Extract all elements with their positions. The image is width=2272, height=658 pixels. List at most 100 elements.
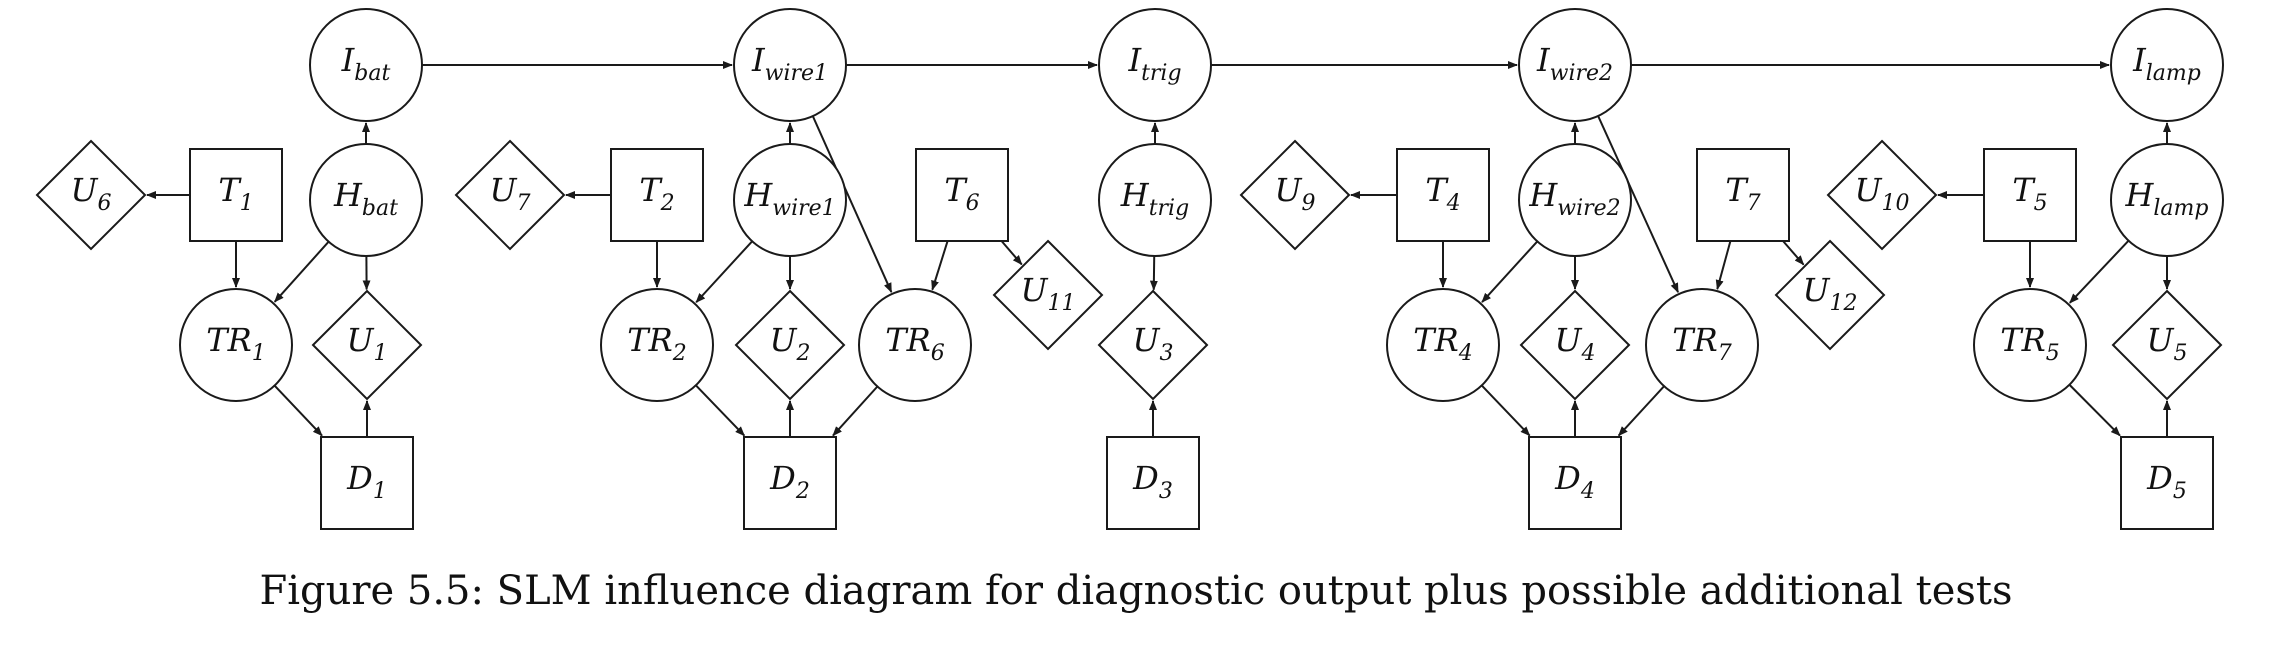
node-tr2: TR2 <box>600 288 714 402</box>
node-d4: D4 <box>1528 436 1622 530</box>
label-subscript: 7 <box>516 191 530 216</box>
label-main: T <box>1425 171 1449 209</box>
node-label: D1 <box>346 459 387 504</box>
label-subscript: wire1 <box>772 196 835 221</box>
edge-t6-to-u11 <box>1000 240 1023 266</box>
label-subscript: wire1 <box>765 61 828 86</box>
label-subscript: 11 <box>1047 291 1075 316</box>
node-label: Ilamp <box>2132 41 2201 86</box>
label-main: U <box>1275 171 1303 209</box>
node-t7: T7 <box>1696 148 1790 242</box>
node-label: TR2 <box>627 321 686 366</box>
label-main: H <box>2124 176 2154 214</box>
label-main: I <box>1536 41 1551 79</box>
node-i-wire2: Iwire2 <box>1518 8 1632 122</box>
circle-shape <box>733 8 847 122</box>
label-subscript: 7 <box>1747 191 1761 216</box>
label-subscript: 10 <box>1881 191 1909 216</box>
label-main: TR <box>2000 321 2045 359</box>
node-label: U11 <box>1021 271 1076 316</box>
node-u7: U7 <box>454 139 566 251</box>
label-subscript: 6 <box>931 341 945 366</box>
label-main: U <box>1803 271 1831 309</box>
node-label: U1 <box>347 321 388 366</box>
label-subscript: 5 <box>2034 191 2048 216</box>
label-subscript: 5 <box>2173 479 2187 504</box>
label-main: U <box>347 321 375 359</box>
label-subscript: 2 <box>660 191 675 216</box>
circle-shape <box>309 8 423 122</box>
node-label: Iwire2 <box>1536 41 1613 86</box>
label-main: H <box>333 176 363 214</box>
label-subscript: 5 <box>2173 341 2187 366</box>
label-main: U <box>770 321 798 359</box>
label-main: H <box>1120 176 1150 214</box>
label-main: I <box>2132 41 2147 79</box>
label-subscript: 3 <box>1159 479 1173 504</box>
node-t2: T2 <box>610 148 704 242</box>
label-subscript: 6 <box>966 191 980 216</box>
node-label: D3 <box>1132 459 1173 504</box>
label-subscript: trig <box>1141 61 1181 86</box>
edge-h_bat-to-tr1 <box>273 241 330 303</box>
label-subscript: 1 <box>240 191 254 216</box>
node-label: U12 <box>1803 271 1858 316</box>
diamond-shape <box>1519 289 1631 401</box>
square-shape <box>1528 436 1622 530</box>
label-main: I <box>1127 41 1142 79</box>
node-h-bat: Hbat <box>309 143 423 257</box>
circle-shape <box>1645 288 1759 402</box>
label-main: D <box>1554 459 1581 497</box>
node-u11: U11 <box>992 239 1104 351</box>
circle-shape <box>179 288 293 402</box>
edge-t7-to-u12 <box>1782 240 1805 266</box>
node-label: D5 <box>2146 459 2187 504</box>
label-main: T <box>944 171 968 209</box>
node-u3: U3 <box>1097 289 1209 401</box>
node-u6: U6 <box>35 139 147 251</box>
node-i-trig: Itrig <box>1098 8 1212 122</box>
label-subscript: lamp <box>2153 196 2208 221</box>
label-subscript: trig <box>1149 196 1189 221</box>
node-label: U5 <box>2147 321 2188 366</box>
edge-t6-to-tr6 <box>931 240 949 291</box>
label-main: D <box>2146 459 2173 497</box>
label-main: D <box>769 459 796 497</box>
diamond-shape <box>1097 289 1209 401</box>
edge-h_wire2-to-tr4 <box>1481 240 1539 303</box>
label-subscript: 2 <box>795 341 810 366</box>
node-d3: D3 <box>1106 436 1200 530</box>
label-subscript: 2 <box>672 341 687 366</box>
circle-shape <box>733 143 847 257</box>
label-subscript: 4 <box>1580 341 1595 366</box>
circle-shape <box>1098 8 1212 122</box>
label-subscript: wire2 <box>1557 196 1620 221</box>
edges-layer <box>146 61 2171 437</box>
label-subscript: 4 <box>1580 479 1595 504</box>
circle-shape <box>1518 143 1632 257</box>
node-h-wire1: Hwire1 <box>733 143 847 257</box>
edge-h_lamp-to-tr5 <box>2069 240 2130 304</box>
label-main: T <box>1725 171 1749 209</box>
node-label: U3 <box>1133 321 1174 366</box>
label-subscript: bat <box>362 196 398 221</box>
node-label: Hlamp <box>2124 176 2208 221</box>
label-main: T <box>639 171 663 209</box>
label-subscript: 3 <box>1159 341 1173 366</box>
node-label: Htrig <box>1120 176 1189 221</box>
label-main: U <box>1855 171 1883 209</box>
label-main: U <box>1021 271 1049 309</box>
edge-tr7-to-d4 <box>1617 385 1665 437</box>
diamond-shape <box>1239 139 1351 251</box>
label-subscript: 4 <box>1446 191 1461 216</box>
circle-shape <box>1098 143 1212 257</box>
label-subscript: 1 <box>252 341 266 366</box>
node-label: Hwire1 <box>743 176 835 221</box>
node-label: T4 <box>1425 171 1460 216</box>
node-label: TR5 <box>2000 321 2059 366</box>
edge-tr1-to-d1 <box>273 384 323 437</box>
circle-shape <box>2110 143 2224 257</box>
label-main: U <box>2147 321 2175 359</box>
node-u12: U12 <box>1774 239 1886 351</box>
